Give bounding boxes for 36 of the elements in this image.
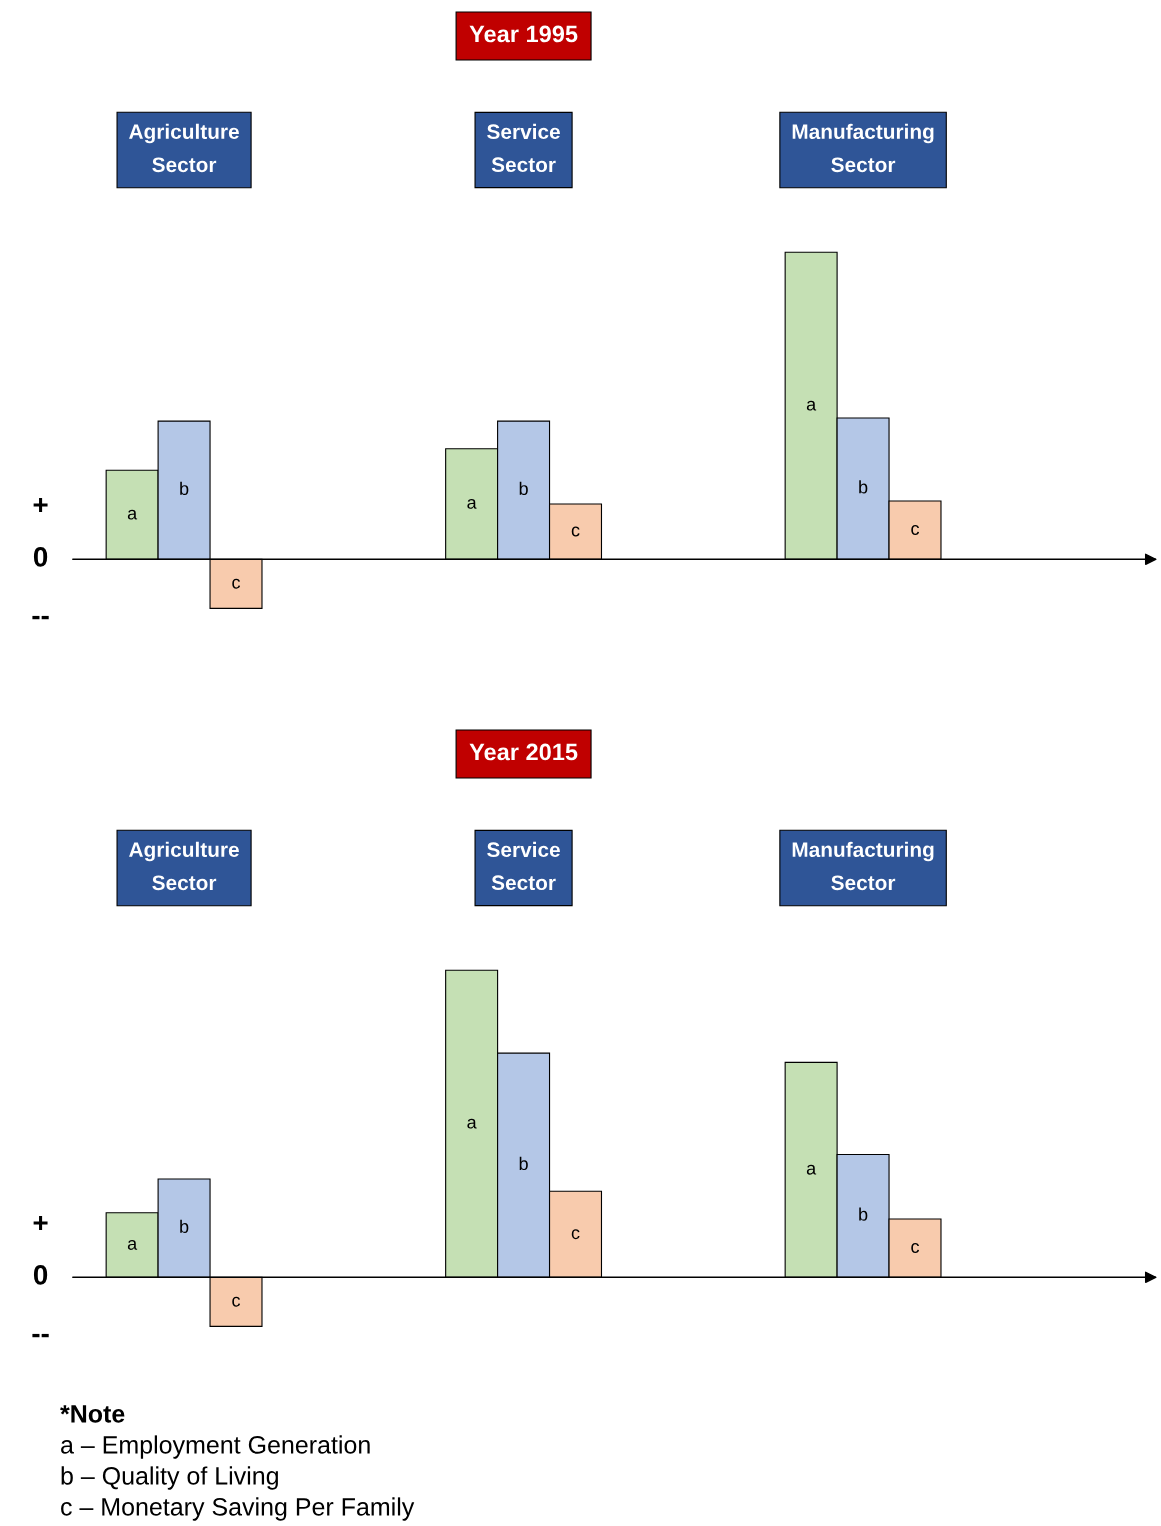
- annotation: 0: [33, 547, 48, 567]
- text: a: [467, 498, 477, 509]
- text: a – Employment Generation: [61, 1435, 370, 1459]
- chart-title: Year 1995: [469, 25, 578, 43]
- series-label: b: [519, 481, 528, 496]
- series-label: c: [232, 578, 241, 589]
- text: c – Monetary Saving Per Family: [61, 1497, 415, 1521]
- annotation: 0: [33, 1265, 48, 1285]
- chart-title: Year 2015: [469, 743, 578, 761]
- text: b – Quality of Living: [61, 1466, 278, 1490]
- series-label: b: [519, 1156, 528, 1171]
- x-tick-label: Service Sector: [487, 123, 560, 173]
- text: a: [467, 1118, 477, 1129]
- text: --: [32, 615, 49, 620]
- x-tick-label: Agriculture Sector: [129, 123, 239, 173]
- text: c: [911, 525, 920, 535]
- annotation: +: [33, 1215, 48, 1231]
- text: --: [32, 1333, 49, 1338]
- text: c: [911, 1243, 920, 1253]
- x-tick-label: Agriculture Sector: [129, 841, 239, 891]
- text: b: [180, 1219, 189, 1233]
- x-tick-label: Manufacturing Sector: [792, 841, 934, 891]
- text: b: [180, 481, 189, 496]
- series-label: c: [232, 1296, 241, 1307]
- series-label: a: [127, 1239, 138, 1250]
- x-tick-label: Service Sector: [487, 841, 560, 891]
- text: a: [806, 400, 817, 411]
- text: c: [571, 526, 580, 537]
- text: *Note: [60, 1405, 125, 1423]
- text: c: [571, 1229, 580, 1240]
- text: b: [859, 480, 868, 494]
- annotation: +: [33, 497, 48, 513]
- series-label: a: [127, 509, 138, 520]
- x-tick-label: Manufacturing Sector: [792, 123, 934, 173]
- text: b: [859, 1207, 868, 1221]
- text: a: [806, 1164, 817, 1175]
